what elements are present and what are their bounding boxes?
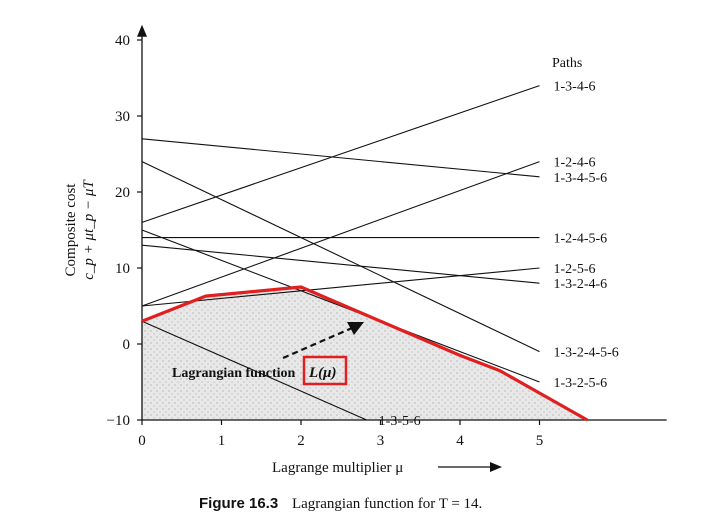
path-line-1-3-5-6 bbox=[141, 320, 367, 421]
lagrangian-symbol: L(μ) bbox=[308, 365, 337, 381]
caption-number: Figure 16.3 bbox=[199, 495, 278, 512]
tick-labels: 0 1 2 3 4 5 40 30 20 10 0 −10 bbox=[107, 33, 544, 449]
y-axis-title-group: Composite cost c_p + μt_p − μT bbox=[63, 179, 97, 280]
paths-legend-title: Paths bbox=[552, 56, 582, 71]
caption-text: Lagrangian function for T = 14. bbox=[292, 496, 482, 512]
lagrangian-symbol-box bbox=[302, 355, 348, 386]
lagrangian-annotation: Lagrangian function L(μ) bbox=[172, 322, 364, 386]
path-labels: 1-3-4-61-2-4-61-3-4-5-61-2-4-5-61-2-5-61… bbox=[379, 80, 619, 429]
path-line-1-2-4-6 bbox=[141, 161, 540, 307]
path-label-1-3-4-6: 1-3-4-6 bbox=[554, 80, 596, 95]
y-axis-title: Composite cost bbox=[63, 183, 79, 277]
x-axis-title: Lagrange multiplier μ bbox=[272, 460, 403, 476]
axes bbox=[137, 24, 667, 421]
y-tick-label: 10 bbox=[115, 261, 130, 277]
path-label-1-3-2-4-6: 1-3-2-4-6 bbox=[554, 277, 608, 292]
x-tick-label: 3 bbox=[377, 433, 385, 449]
path-lines bbox=[141, 85, 540, 421]
x-tick-label: 1 bbox=[218, 433, 226, 449]
y-tick-label: 20 bbox=[115, 185, 130, 201]
path-line-1-3-4-6 bbox=[141, 85, 540, 223]
tick-marks bbox=[137, 39, 541, 425]
path-line-1-3-4-5-6 bbox=[141, 138, 540, 178]
y-tick-label: 0 bbox=[123, 337, 131, 353]
path-label-1-2-4-5-6: 1-2-4-5-6 bbox=[554, 232, 608, 247]
path-line-1-3-2-5-6 bbox=[141, 229, 540, 383]
x-tick-label: 0 bbox=[138, 433, 146, 449]
path-line-1-3-2-4-5-6 bbox=[141, 161, 540, 353]
path-label-1-2-5-6: 1-2-5-6 bbox=[554, 262, 596, 277]
x-tick-label: 2 bbox=[297, 433, 305, 449]
path-label-1-3-4-5-6: 1-3-4-5-6 bbox=[554, 171, 608, 186]
path-label-1-2-4-6: 1-2-4-6 bbox=[554, 156, 596, 171]
y-tick-label: 40 bbox=[115, 33, 130, 49]
figure-caption: Figure 16.3 Lagrangian function for T = … bbox=[199, 495, 482, 512]
lagrangian-shaded-region bbox=[142, 287, 588, 420]
path-line-1-3-2-4-6 bbox=[141, 244, 540, 284]
lagrangian-label: Lagrangian function bbox=[172, 366, 296, 381]
lagrangian-line bbox=[141, 285, 588, 422]
path-line-1-2-5-6 bbox=[141, 267, 540, 307]
path-label-1-3-2-4-5-6: 1-3-2-4-5-6 bbox=[554, 346, 619, 361]
x-tick-label: 5 bbox=[536, 433, 544, 449]
y-tick-label: −10 bbox=[107, 413, 130, 429]
y-axis-arrowhead bbox=[137, 24, 147, 37]
lagrangian-arrow-shaft bbox=[282, 326, 353, 360]
y-axis-formula: c_p + μt_p − μT bbox=[81, 179, 97, 280]
path-label-1-3-5-6: 1-3-5-6 bbox=[379, 414, 421, 429]
x-axis-title-arrow bbox=[438, 462, 502, 472]
lagrangian-arrowhead bbox=[347, 322, 364, 335]
x-tick-label: 4 bbox=[456, 433, 464, 449]
path-label-1-3-2-5-6: 1-3-2-5-6 bbox=[554, 376, 608, 391]
y-tick-label: 30 bbox=[115, 109, 130, 125]
